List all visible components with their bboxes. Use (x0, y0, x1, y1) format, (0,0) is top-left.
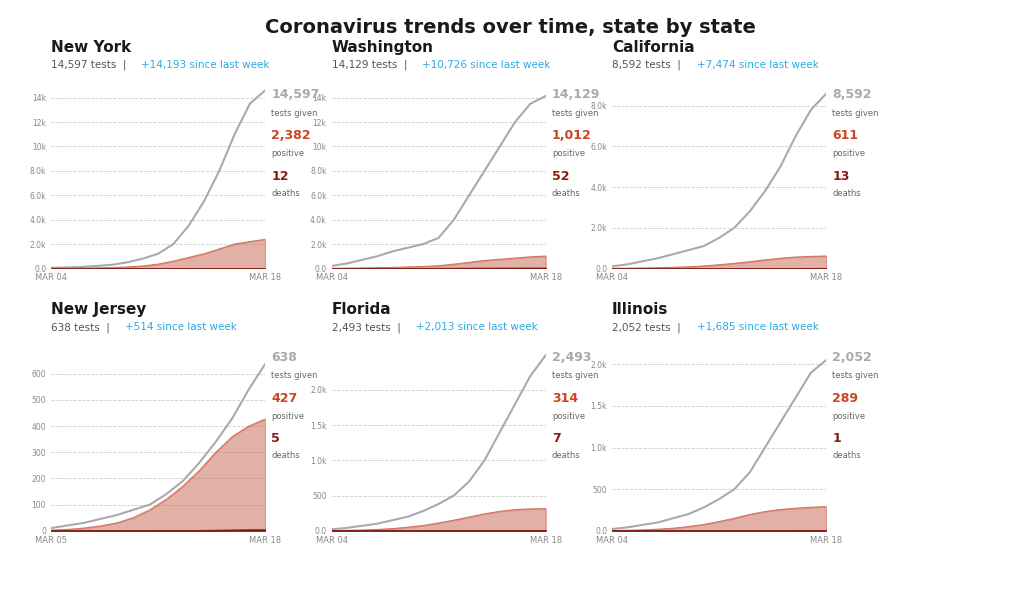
Text: deaths: deaths (832, 189, 860, 198)
Text: 14,597: 14,597 (271, 88, 319, 101)
Text: +7,474 since last week: +7,474 since last week (696, 60, 818, 70)
Text: 2,493 tests  |: 2,493 tests | (331, 322, 407, 332)
Text: positive: positive (832, 149, 864, 159)
Text: deaths: deaths (832, 451, 860, 461)
Text: 14,129: 14,129 (551, 88, 599, 101)
Text: deaths: deaths (271, 451, 300, 461)
Text: +14,193 since last week: +14,193 since last week (141, 60, 269, 70)
Text: 2,382: 2,382 (271, 129, 311, 142)
Text: 7: 7 (551, 432, 560, 445)
Text: tests given: tests given (551, 371, 598, 380)
Text: +2,013 since last week: +2,013 since last week (416, 322, 538, 332)
Text: 8,592 tests  |: 8,592 tests | (611, 60, 687, 70)
Text: tests given: tests given (271, 371, 318, 380)
Text: +1,685 since last week: +1,685 since last week (696, 322, 818, 332)
Text: positive: positive (551, 412, 584, 421)
Text: 638: 638 (271, 351, 297, 364)
Text: 5: 5 (271, 432, 280, 445)
Text: tests given: tests given (832, 109, 878, 118)
Text: 1: 1 (832, 432, 841, 445)
Text: positive: positive (551, 149, 584, 159)
Text: tests given: tests given (832, 371, 878, 380)
Text: Illinois: Illinois (611, 302, 667, 317)
Text: deaths: deaths (551, 451, 580, 461)
Text: 638 tests  |: 638 tests | (51, 322, 116, 332)
Text: tests given: tests given (551, 109, 598, 118)
Text: Florida: Florida (331, 302, 390, 317)
Text: 12: 12 (271, 170, 288, 182)
Text: 314: 314 (551, 392, 578, 404)
Text: +10,726 since last week: +10,726 since last week (421, 60, 549, 70)
Text: 14,129 tests  |: 14,129 tests | (331, 60, 413, 70)
Text: 427: 427 (271, 392, 298, 404)
Text: California: California (611, 40, 694, 55)
Text: 13: 13 (832, 170, 849, 182)
Text: 2,052 tests  |: 2,052 tests | (611, 322, 687, 332)
Text: deaths: deaths (551, 189, 580, 198)
Text: Coronavirus trends over time, state by state: Coronavirus trends over time, state by s… (264, 18, 755, 37)
Text: 611: 611 (832, 129, 858, 142)
Text: positive: positive (832, 412, 864, 421)
Text: positive: positive (271, 412, 304, 421)
Text: 1,012: 1,012 (551, 129, 591, 142)
Text: tests given: tests given (271, 109, 318, 118)
Text: 289: 289 (832, 392, 857, 404)
Text: New Jersey: New Jersey (51, 302, 147, 317)
Text: 2,052: 2,052 (832, 351, 871, 364)
Text: +514 since last week: +514 since last week (125, 322, 236, 332)
Text: 2,493: 2,493 (551, 351, 591, 364)
Text: 8,592: 8,592 (832, 88, 871, 101)
Text: 52: 52 (551, 170, 569, 182)
Text: Washington: Washington (331, 40, 433, 55)
Text: New York: New York (51, 40, 131, 55)
Text: 14,597 tests  |: 14,597 tests | (51, 60, 132, 70)
Text: deaths: deaths (271, 189, 300, 198)
Text: positive: positive (271, 149, 304, 159)
